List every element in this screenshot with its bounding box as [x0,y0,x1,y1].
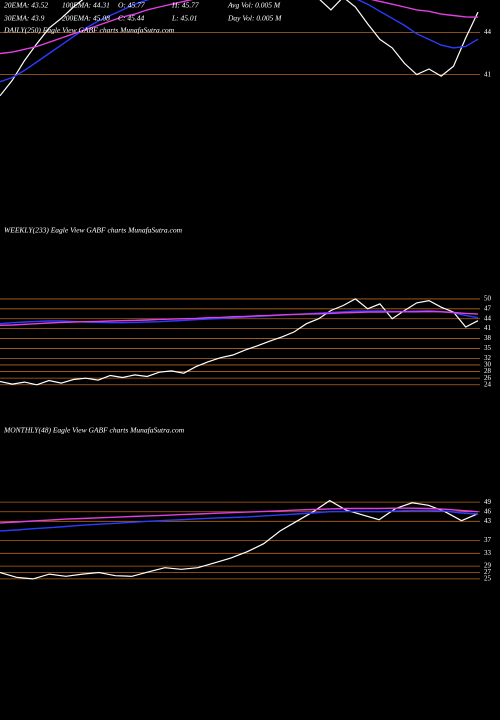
y-tick-label: 32 [484,354,492,362]
y-tick-label: 25 [484,575,492,583]
price-line [0,310,479,326]
header-stat: O: 45.77 [118,1,145,10]
y-tick-label: 47 [484,304,492,312]
y-tick-label: 41 [484,324,492,332]
y-tick-label: 33 [484,549,492,557]
panel-title: WEEKLY(233) Eagle View GABF charts Munaf… [4,226,183,235]
price-line [0,0,479,55]
y-tick-label: 26 [484,374,492,382]
y-tick-label: 41 [484,70,492,78]
header-stat: 20EMA: 43.52 [4,1,48,10]
panel-title: MONTHLY(48) Eagle View GABF charts Munaf… [3,426,185,435]
header-stat: L: 45.01 [171,14,197,23]
header-stat: Avg Vol: 0.005 M [227,1,281,10]
y-tick-label: 38 [484,334,492,342]
price-line [0,0,479,83]
y-tick-label: 44 [484,314,492,322]
header-stat: Day Vol: 0.005 M [227,14,282,23]
price-line [0,507,479,524]
header-stat: 200EMA: 45.08 [62,14,110,23]
y-tick-label: 46 [484,507,492,515]
header-stat: C: 45.44 [118,14,145,23]
y-tick-label: 28 [484,367,492,375]
y-tick-label: 27 [484,568,492,576]
y-tick-label: 44 [484,28,492,36]
y-tick-label: 43 [484,517,492,525]
price-line [0,0,479,97]
header-stat: 30EMA: 43.9 [3,14,45,23]
y-tick-label: 35 [484,344,492,352]
y-tick-label: 29 [484,562,492,570]
price-line [0,298,479,386]
header-stat: 100EMA: 44.31 [62,1,110,10]
y-tick-label: 24 [484,380,492,388]
header-stat: H: 45.77 [171,1,199,10]
y-tick-label: 50 [484,295,492,303]
y-tick-label: 37 [484,536,492,544]
y-tick-label: 49 [484,498,492,506]
y-tick-label: 30 [484,361,492,369]
panel-title: DAILY(250) Eagle View GABF charts Munafa… [3,26,175,35]
price-line [0,509,479,532]
